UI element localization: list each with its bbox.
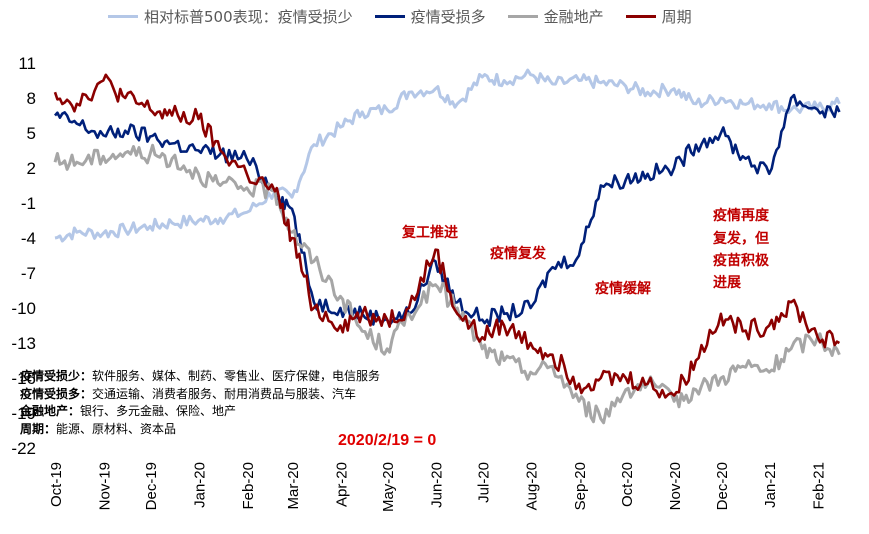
x-tick-label: Aug-20 bbox=[524, 462, 541, 510]
note-line-4: 周期：能源、原材料、资本品 bbox=[20, 421, 380, 439]
legend-item-4: 周期 bbox=[625, 6, 692, 27]
note-line-2: 疫情受损多：交通运输、消费者服务、耐用消费品与服装、汽车 bbox=[20, 386, 380, 404]
note-line-1: 疫情受损少：软件服务、媒体、制药、零售业、医疗保健，电信服务 bbox=[20, 368, 380, 386]
y-tick-label: -19 bbox=[11, 404, 36, 423]
y-tick-label: 5 bbox=[27, 124, 36, 143]
y-tick-label: 11 bbox=[18, 54, 36, 73]
note-text-4: 能源、原材料、资本品 bbox=[56, 421, 177, 436]
legend-label-1: 相对标普500表现：疫情受损少 bbox=[144, 8, 353, 26]
x-tick-label: Sep-20 bbox=[572, 462, 589, 510]
note-text-1: 软件服务、媒体、制药、零售业、医疗保健，电信服务 bbox=[92, 369, 381, 383]
x-tick-label: Jun-20 bbox=[429, 462, 446, 508]
x-tick-label: Nov-19 bbox=[96, 462, 113, 510]
x-tick-label: Nov-20 bbox=[667, 462, 684, 510]
legend-item-2: 疫情受损多 bbox=[374, 6, 486, 27]
note-label-3: 金融地产： bbox=[20, 404, 81, 418]
x-tick-label: Feb-20 bbox=[240, 462, 257, 510]
legend-swatch-4 bbox=[625, 15, 656, 18]
series-line-1 bbox=[54, 68, 841, 243]
legend-label-2: 疫情受损多 bbox=[410, 8, 486, 26]
legend-label-4: 周期 bbox=[661, 8, 692, 26]
series-line-4 bbox=[53, 73, 841, 399]
x-tick-label: Oct-20 bbox=[619, 462, 636, 507]
legend-swatch-3 bbox=[507, 15, 538, 18]
note-text-2: 交通运输、消费者服务、耐用消费品与服装、汽车 bbox=[92, 386, 357, 401]
annotation-label: 复工推进 bbox=[401, 224, 458, 241]
legend-swatch-1 bbox=[108, 15, 138, 18]
x-tick-label: Dec-20 bbox=[714, 462, 731, 510]
legend-item-1: 相对标普500表现：疫情受损少 bbox=[108, 6, 353, 27]
annotation-label: 疫情复发 bbox=[490, 245, 547, 262]
y-tick-label: -22 bbox=[11, 439, 36, 458]
y-tick-label: -1 bbox=[21, 194, 36, 213]
annotation-label: 疫情再度 bbox=[713, 207, 770, 224]
x-tick-label: Jul-20 bbox=[475, 462, 492, 503]
note-line-3: 金融地产：银行、多元金融、保险、地产 bbox=[20, 403, 380, 421]
annotation-label: 疫情缓解 bbox=[595, 280, 651, 297]
x-tick-label: Jan-21 bbox=[762, 462, 779, 508]
annotation-label: 复发，但 bbox=[712, 230, 769, 247]
series-lines bbox=[53, 68, 841, 425]
y-tick-label: -16 bbox=[11, 369, 36, 388]
legend-swatch-2 bbox=[374, 15, 405, 18]
annotation-label: 进展 bbox=[713, 275, 741, 291]
annotation-label: 疫苗积极 bbox=[713, 252, 770, 269]
legend-item-3: 金融地产 bbox=[507, 6, 604, 27]
x-tick-label: Apr-20 bbox=[333, 462, 350, 507]
x-tick-label: Oct-19 bbox=[48, 462, 65, 507]
y-axis-ticks: 11 8 5 2 -1 -4 -7 -10 -13 -16 -19 -22 bbox=[11, 54, 36, 458]
x-axis-ticks: Oct-19 Nov-19 Dec-19 Jan-20 Feb-20 Mar-20 Apr-… bbox=[48, 462, 828, 512]
x-tick-label: Mar-20 bbox=[285, 462, 302, 510]
baseline-note: 2020/2/19 = 0 bbox=[338, 432, 437, 449]
y-tick-label: -13 bbox=[11, 334, 36, 353]
x-tick-label: Feb-21 bbox=[811, 462, 828, 510]
y-tick-label: -7 bbox=[21, 264, 36, 283]
sector-notes: 疫情受损少：软件服务、媒体、制药、零售业、医疗保健，电信服务 疫情受损多：交通运… bbox=[20, 368, 380, 438]
series-line-3 bbox=[53, 143, 841, 425]
y-tick-label: -10 bbox=[11, 299, 36, 318]
note-label-4: 周期： bbox=[20, 421, 57, 436]
x-tick-label: Jan-20 bbox=[192, 462, 209, 508]
note-text-3: 银行、多元金融、保险、地产 bbox=[80, 404, 237, 418]
x-tick-label: May-20 bbox=[380, 462, 397, 512]
note-label-2: 疫情受损多： bbox=[20, 386, 93, 401]
y-tick-label: 8 bbox=[27, 89, 36, 108]
legend-label-3: 金融地产 bbox=[543, 8, 604, 26]
legend: 相对标普500表现：疫情受损少 疫情受损多 金融地产 周期 bbox=[108, 6, 714, 27]
note-label-1: 疫情受损少： bbox=[20, 369, 93, 383]
y-tick-label: -4 bbox=[21, 229, 36, 248]
x-tick-label: Dec-19 bbox=[143, 462, 160, 510]
y-tick-label: 2 bbox=[27, 159, 36, 178]
